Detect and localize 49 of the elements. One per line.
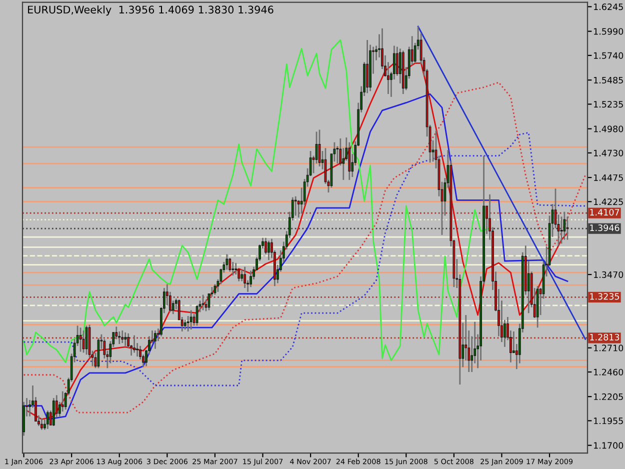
y-tick-label: 1.6245 <box>594 4 623 10</box>
y-tick-label: 1.3470 <box>594 271 624 278</box>
candlestick <box>226 254 228 270</box>
candlestick <box>40 418 43 431</box>
y-tick-label: 1.5235 <box>594 100 623 108</box>
candlestick <box>46 410 49 430</box>
line-series <box>23 132 586 386</box>
ref-line-label: 1.4107 <box>590 208 620 216</box>
y-tick-label: 1.5485 <box>594 76 623 84</box>
candlestick <box>348 142 351 181</box>
candlestick <box>250 270 252 288</box>
ref-line-label: 1.3235 <box>590 293 620 300</box>
line-series <box>23 39 490 364</box>
candlestick <box>154 330 156 350</box>
candlestick <box>228 257 232 272</box>
chart-title: EURUSD,Weekly 1.3956 1.4069 1.3830 1.3946 <box>28 6 274 16</box>
y-tick-label: 1.5990 <box>594 28 624 35</box>
candlestick <box>244 266 246 289</box>
candlestick <box>79 326 82 352</box>
y-tick-label: 1.4475 <box>594 174 623 181</box>
y-tick-label: 1.1700 <box>594 442 624 449</box>
y-tick-label: 1.4730 <box>594 150 624 156</box>
candlestick <box>560 216 563 244</box>
candlestick <box>190 310 192 330</box>
y-tick-label: 1.2205 <box>594 393 623 400</box>
y-tick-label: 1.4225 <box>594 198 623 206</box>
candlestick <box>294 196 297 216</box>
candlestick <box>563 211 566 240</box>
candlestick <box>268 240 270 261</box>
y-tick-label: 1.5740 <box>594 52 624 59</box>
y-tick-label: 1.4980 <box>594 126 624 132</box>
ref-line-label: 1.2813 <box>590 334 620 340</box>
candlestick <box>214 283 216 296</box>
candlestick <box>366 39 368 94</box>
candlestick <box>118 330 121 345</box>
candlestick <box>196 304 198 326</box>
ref-line-label: 1.3946 <box>590 224 620 232</box>
y-tick-label: 1.1955 <box>594 418 623 424</box>
candlestick <box>232 261 234 276</box>
candlestick <box>184 319 186 330</box>
candlestick <box>61 390 64 412</box>
candlestick <box>234 262 238 276</box>
y-tick-label: 1.2460 <box>594 368 624 376</box>
candlestick <box>124 332 127 347</box>
candlestick <box>121 330 124 344</box>
candlestick <box>202 294 204 311</box>
candlestick <box>566 216 569 240</box>
y-tick-label: 1.2710 <box>594 344 624 352</box>
candlestick <box>133 334 136 354</box>
